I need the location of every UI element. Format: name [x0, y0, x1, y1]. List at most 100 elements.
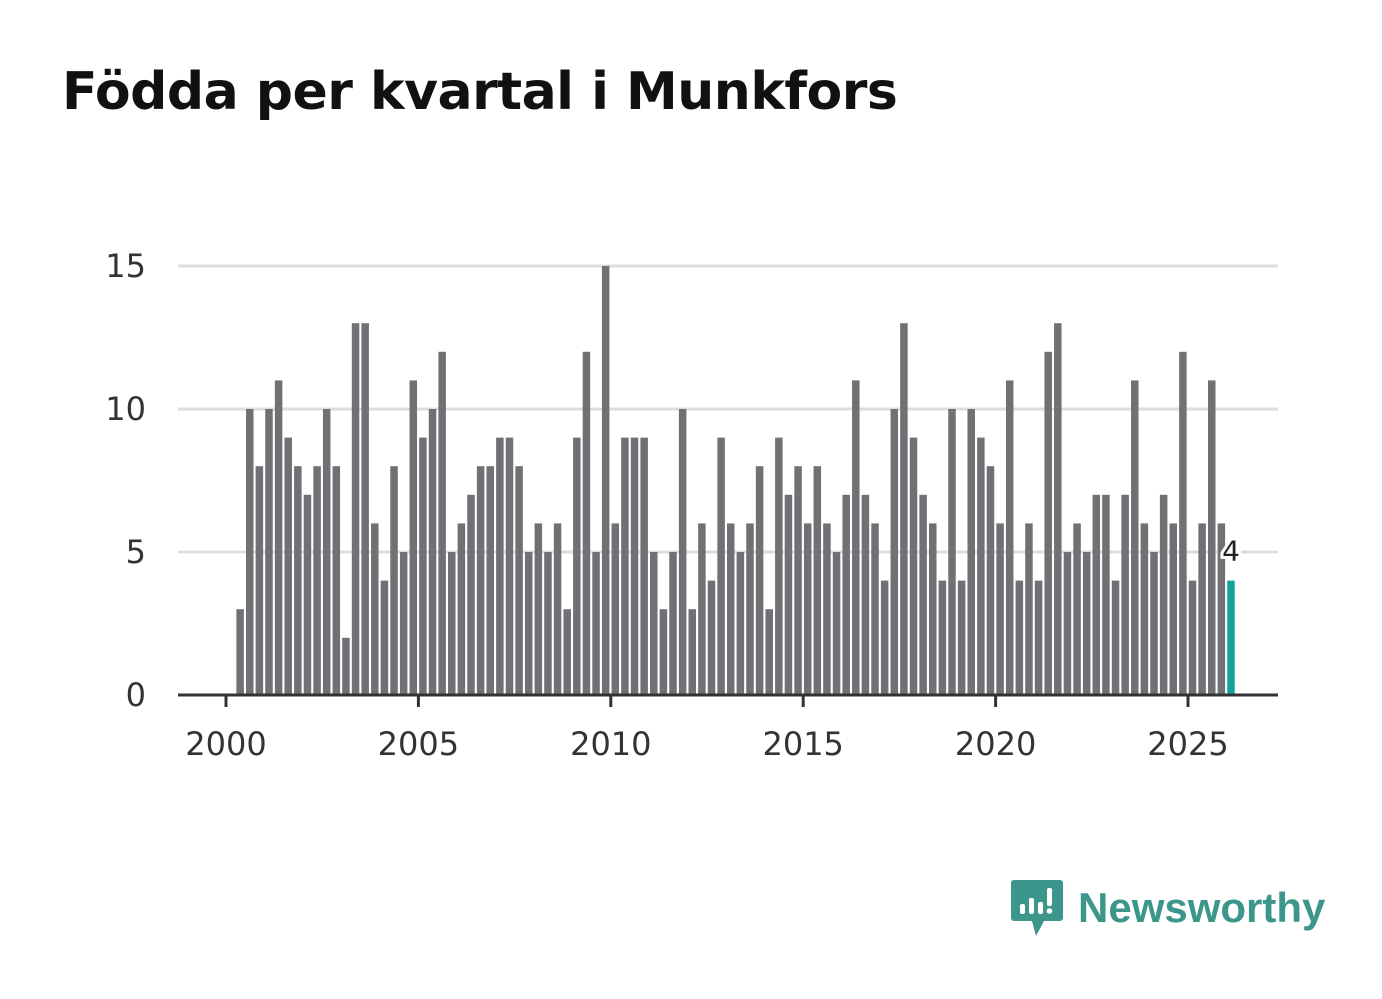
bar: [467, 494, 475, 695]
bar: [784, 494, 793, 695]
bar: [659, 609, 668, 695]
bar: [1198, 523, 1206, 695]
bar: [755, 466, 764, 695]
bar: [1015, 580, 1024, 695]
bar: [428, 409, 437, 695]
bar: [438, 351, 446, 695]
bar: [977, 437, 985, 695]
bar: [678, 409, 687, 695]
bar: [900, 323, 908, 695]
bar: [274, 380, 283, 695]
bar: [1131, 380, 1139, 695]
bar: [1179, 351, 1187, 695]
bar: [1207, 380, 1216, 695]
bar: [371, 523, 379, 695]
bar: [1044, 351, 1052, 695]
bar: [1217, 523, 1226, 695]
bar: [1111, 580, 1120, 695]
bar: [861, 494, 870, 695]
bar: [775, 437, 783, 695]
bar: [313, 466, 321, 695]
y-tick-label-5: 5: [126, 533, 146, 571]
bar: [640, 437, 648, 695]
bar: [803, 523, 812, 695]
bar: [1082, 552, 1091, 695]
bar: [765, 609, 773, 695]
bar: [476, 466, 485, 695]
bar: [948, 409, 956, 695]
bar: [322, 409, 331, 695]
bar: [351, 323, 360, 695]
bar: [1169, 523, 1178, 695]
bar: [1005, 380, 1014, 695]
bar: [650, 552, 658, 695]
bar: [294, 466, 302, 695]
bar: [919, 494, 927, 695]
y-tick-label-10: 10: [105, 390, 146, 428]
bar: [707, 580, 716, 695]
bar: [1121, 494, 1129, 695]
bar: [553, 523, 562, 695]
bar: [236, 609, 244, 695]
bar: [621, 437, 629, 695]
bar: [986, 466, 995, 695]
x-tick-label-2025: 2025: [1147, 725, 1228, 763]
x-tick-label-2000: 2000: [185, 725, 266, 763]
bar: [688, 609, 697, 695]
bar: [630, 437, 639, 695]
bar: [1025, 523, 1033, 695]
bar: [746, 523, 754, 695]
bar: [524, 552, 533, 695]
x-tick-label-2015: 2015: [762, 725, 843, 763]
bar: [871, 523, 879, 695]
x-tick-label-2020: 2020: [955, 725, 1036, 763]
bar: [823, 523, 831, 695]
newsworthy-logo: Newsworthy: [1010, 878, 1325, 938]
bar: [419, 437, 427, 695]
bar-highlight: [1227, 580, 1235, 695]
bar: [909, 437, 918, 695]
bar: [880, 580, 889, 695]
bar: [832, 552, 841, 695]
bar: [505, 437, 514, 695]
x-tick-label-2010: 2010: [570, 725, 651, 763]
bar: [486, 466, 494, 695]
bar: [380, 580, 389, 695]
bar: [967, 409, 975, 695]
bar: [726, 523, 735, 695]
bar: [996, 523, 1004, 695]
bar: [544, 552, 552, 695]
bar: [245, 409, 254, 695]
y-tick-label-15: 15: [105, 247, 146, 285]
bar: [582, 351, 591, 695]
bar: [265, 409, 273, 695]
newsworthy-logo-icon: [1011, 880, 1063, 936]
bar: [1063, 552, 1072, 695]
bar: [957, 580, 966, 695]
bar: [929, 523, 937, 695]
bar: [284, 437, 292, 695]
bar: [496, 437, 504, 695]
bar: [890, 409, 899, 695]
bar: [515, 466, 523, 695]
bar: [332, 466, 341, 695]
bar: [303, 494, 312, 695]
bar: [457, 523, 466, 695]
bar: [1150, 552, 1158, 695]
bar: [573, 437, 581, 695]
bar: [1159, 494, 1168, 695]
x-tick-label-2005: 2005: [378, 725, 459, 763]
bar: [342, 637, 350, 695]
bar: [852, 380, 860, 695]
bar: [736, 552, 745, 695]
bar: [1092, 494, 1101, 695]
last-value-label: 4: [1222, 535, 1240, 568]
bar: [361, 323, 369, 695]
bar: [1188, 580, 1197, 695]
bar: [1034, 580, 1043, 695]
bar: [669, 552, 677, 695]
bar: [698, 523, 706, 695]
bar: [813, 466, 822, 695]
bar: [938, 580, 947, 695]
